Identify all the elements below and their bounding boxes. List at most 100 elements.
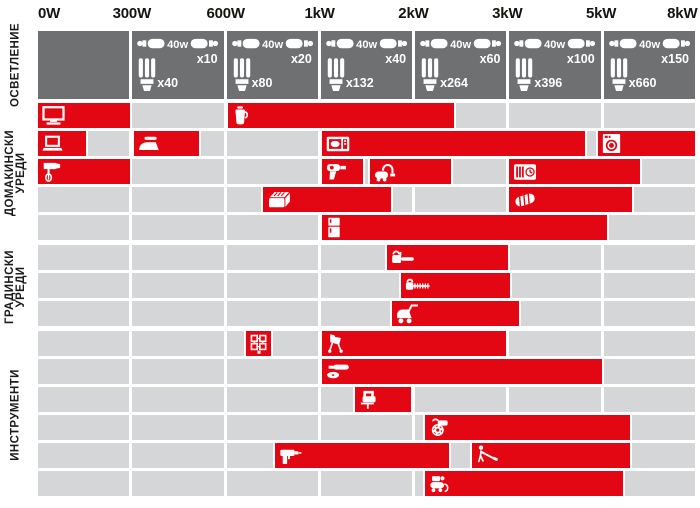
hedge-trimmer-bar [399, 273, 512, 298]
circular-saw-bar [422, 415, 633, 440]
incandescent-wattage-label: 40w [356, 39, 377, 51]
cfl-count: x40 [157, 76, 179, 90]
incandescent-count: x20 [290, 52, 312, 66]
incandescent-wattage-label: 40w [167, 39, 188, 51]
grid-cell [132, 359, 224, 384]
grid-cell [603, 215, 695, 240]
grid-cell [226, 159, 318, 184]
chart-row [38, 415, 695, 440]
grid-cell [509, 103, 601, 128]
drill-bar [272, 443, 451, 468]
axis-tick-label: 3kW [492, 5, 523, 22]
grill-icon [513, 191, 537, 209]
incandescent-count: x150 [661, 52, 689, 66]
cfl-count: x660 [628, 76, 657, 90]
axis-tick-label: 300W [112, 5, 152, 22]
chainsaw-icon [391, 249, 415, 267]
grid-cell [226, 215, 318, 240]
hair-dryer-icon [326, 162, 347, 181]
string-trimmer-bar [469, 443, 633, 468]
grid-cell [132, 273, 224, 298]
grill-bar [507, 187, 634, 212]
chart-row [38, 187, 695, 212]
chart-row [38, 103, 695, 128]
cfl-bulb-icon [610, 58, 628, 97]
vacuum-cleaner-icon [374, 161, 397, 182]
cfl-bulb-icon [138, 58, 156, 97]
lawnmower-icon [396, 303, 420, 324]
grid-cells [38, 273, 695, 298]
x-axis: 0W 300W 600W 1kW 2kW 3kW 5kW 8kW [38, 5, 698, 27]
toaster-bar [260, 187, 393, 212]
lawnmower-bar [389, 301, 522, 326]
grid-cell [226, 273, 318, 298]
iron-icon [138, 135, 160, 153]
grid-cell [132, 443, 224, 468]
lighting-cell: 40w x60 x264 [415, 31, 507, 99]
hedge-trimmer-icon [405, 277, 431, 294]
grid-cell [38, 471, 130, 496]
grid-cell [38, 301, 130, 326]
grid-cell [38, 415, 130, 440]
kettle-icon [232, 105, 249, 126]
grid-cell [132, 245, 224, 270]
air-compressor-bar [422, 471, 625, 496]
microwave-icon [326, 135, 350, 153]
axis-tick-label: 5kW [586, 5, 617, 22]
incandescent-wattage-label: 40w [639, 39, 660, 51]
incandescent-count: x100 [566, 52, 595, 66]
cfl-bulb-icon [515, 58, 533, 97]
concrete-mixer-icon [326, 334, 347, 353]
cfl-count: x264 [440, 76, 468, 90]
fridge-icon [326, 217, 342, 238]
grid-cell [38, 215, 130, 240]
grid-cell [38, 387, 130, 412]
chart-row [38, 443, 695, 468]
incandescent-wattage-label: 40w [262, 39, 283, 51]
jigsaw-icon [359, 390, 380, 409]
electric-heater-bar [507, 159, 642, 184]
concrete-mixer-bar [319, 331, 509, 356]
grid-cell [603, 103, 695, 128]
grid-cell [132, 103, 224, 128]
grid-cell [509, 301, 601, 326]
grid-cell [226, 301, 318, 326]
grid-cell [509, 273, 601, 298]
chainsaw-bar [385, 245, 510, 270]
laptop-icon [42, 135, 63, 153]
grid-cell [603, 245, 695, 270]
section-label-text: ИНСТРУМЕНТИ [9, 369, 22, 461]
grid-cell [226, 359, 318, 384]
chart-row [38, 215, 695, 240]
grid-cell [320, 471, 413, 496]
grid-cell [603, 331, 695, 356]
lighting-cell: 40w x40 x132 [320, 31, 413, 99]
chart-plot-area: 40w x10 x40 40w x20 x80 40w x40 x132 40w x60 x264 40… [38, 31, 695, 501]
microwave-bar [319, 131, 588, 156]
incandescent-bulb-icon: 40w [420, 36, 502, 51]
incandescent-count: x40 [385, 52, 407, 66]
tools-band [38, 331, 695, 499]
battery-charger-icon [250, 334, 268, 354]
washing-machine-icon [602, 133, 621, 154]
grid-cell [509, 387, 601, 412]
grid-cell [226, 471, 318, 496]
grid-cell [38, 331, 130, 356]
cfl-count: x396 [534, 76, 563, 90]
hand-mixer-bar [38, 159, 132, 184]
chart-row [38, 387, 695, 412]
incandescent-bulb-icon: 40w [137, 36, 219, 51]
cfl-bulb-icon [233, 58, 251, 97]
chart-row [38, 273, 695, 298]
lighting-cell: 40w x150 x660 [603, 31, 695, 99]
incandescent-bulb-icon: 40w [326, 36, 407, 51]
chart-row [38, 359, 695, 384]
grid-cell [132, 471, 224, 496]
grid-cell [415, 387, 507, 412]
household-band [38, 103, 695, 243]
grid-cell [226, 415, 318, 440]
chart-row [38, 245, 695, 270]
grid-cell [226, 387, 318, 412]
lighting-cell: 40w x100 x396 [509, 31, 601, 99]
